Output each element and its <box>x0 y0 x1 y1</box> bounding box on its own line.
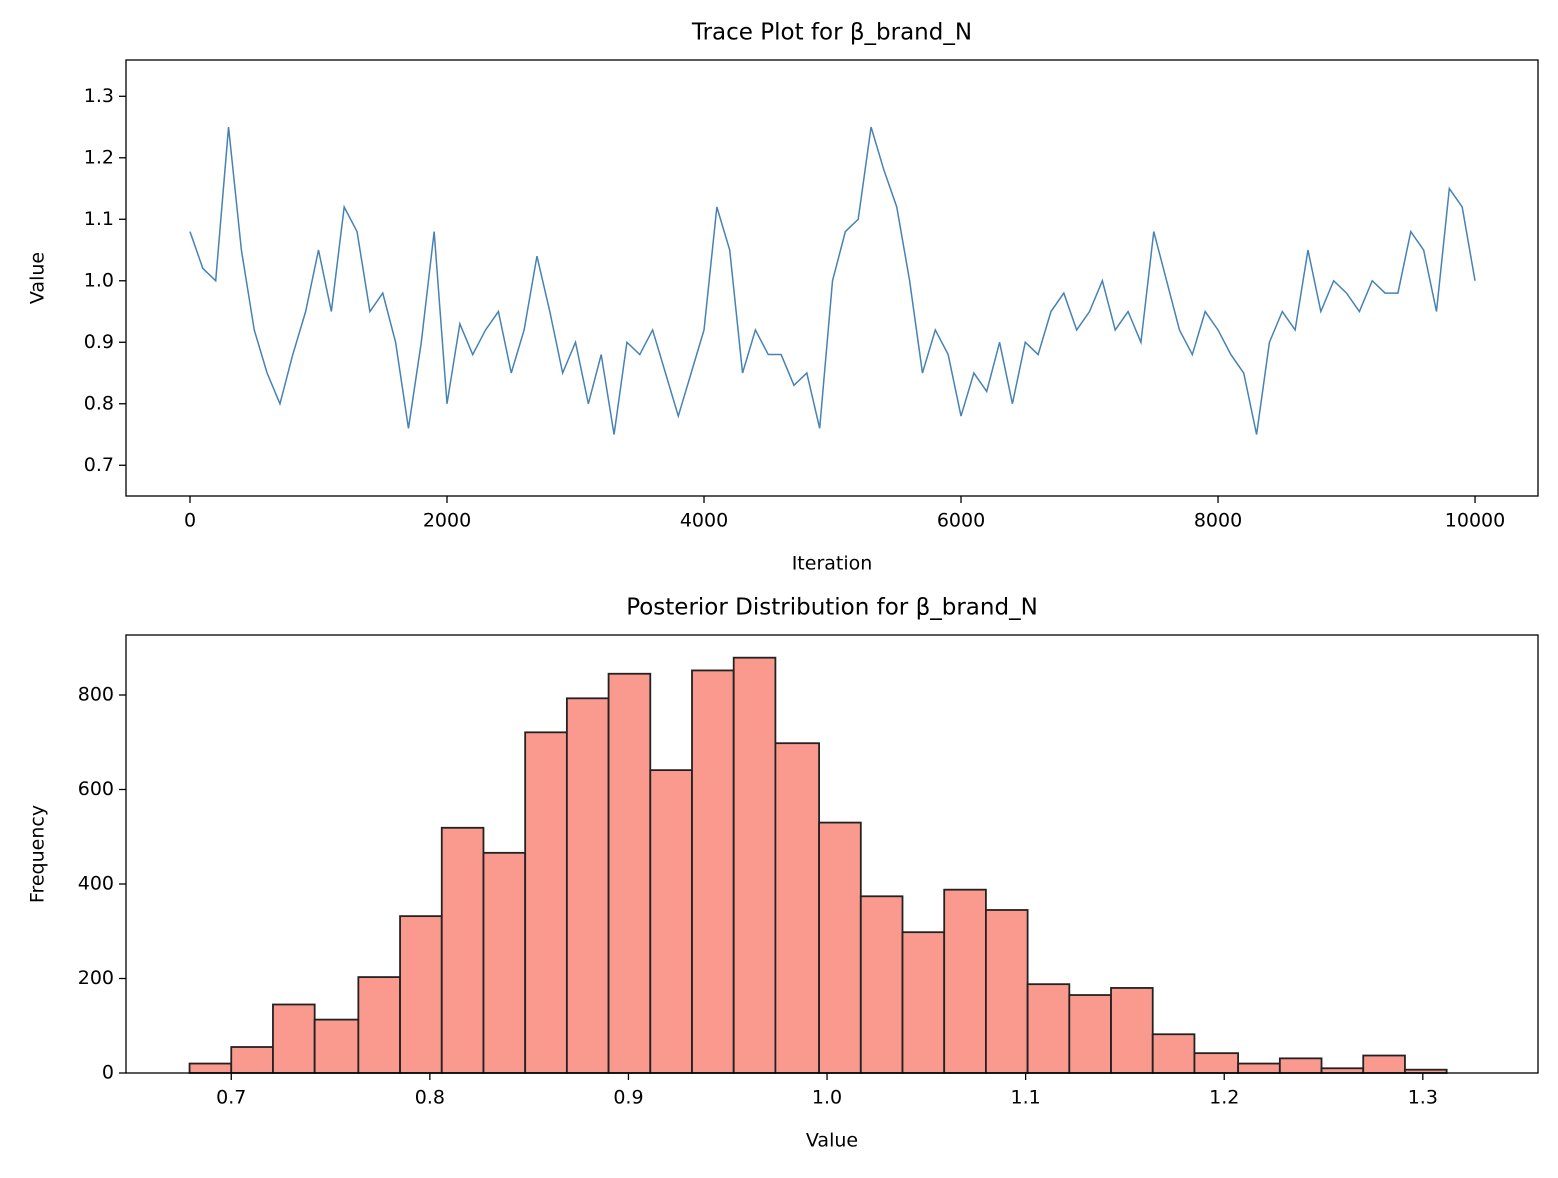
histogram-bar <box>859 895 904 1074</box>
axes-frame <box>125 634 1539 1074</box>
x-tick-label: 6000 <box>937 510 985 532</box>
histogram-bar <box>482 851 527 1074</box>
x-tick-label: 10000 <box>1445 510 1505 532</box>
x-tick-label: 1.1 <box>1011 1087 1041 1109</box>
y-tick-label: 200 <box>78 967 114 989</box>
histogram-bar <box>607 672 652 1074</box>
y-tick-label: 0.9 <box>84 331 114 353</box>
y-tick-label: 0 <box>102 1062 114 1084</box>
histogram-bar <box>1068 994 1112 1074</box>
histogram-bar <box>1151 1033 1196 1074</box>
histogram-bar <box>691 669 735 1074</box>
trace-line <box>189 126 1476 435</box>
x-tick-label: 1.3 <box>1408 1087 1438 1109</box>
histogram-bar <box>1278 1057 1323 1074</box>
x-tick-label: 0.8 <box>415 1087 445 1109</box>
histogram-bar <box>985 909 1029 1074</box>
x-tick-label: 0 <box>184 510 196 532</box>
y-tick-label: 1.1 <box>84 208 114 230</box>
x-tick-label: 2000 <box>423 510 471 532</box>
axes-frame <box>125 59 1539 497</box>
y-tick-label: 1.0 <box>84 269 114 291</box>
chart-title: Trace Plot for β_brand_N <box>691 20 972 46</box>
histogram-bar <box>1362 1054 1406 1074</box>
histogram-bar <box>1237 1062 1281 1074</box>
histogram-bar <box>774 742 820 1074</box>
x-axis-label: Value <box>806 1130 858 1152</box>
y-tick-label: 800 <box>78 684 114 706</box>
x-tick-label: 1.0 <box>812 1087 842 1109</box>
x-axis-label: Iteration <box>792 553 873 575</box>
y-tick-label: 400 <box>78 873 114 895</box>
histogram-bar <box>188 1062 233 1074</box>
histogram-bar <box>230 1046 274 1074</box>
histogram-bar <box>524 731 568 1074</box>
histogram-bar <box>1110 987 1154 1074</box>
x-tick-label: 0.9 <box>613 1087 643 1109</box>
histogram-bar <box>1026 983 1071 1074</box>
x-tick-label: 1.2 <box>1209 1087 1239 1109</box>
y-tick-label: 1.2 <box>84 146 114 168</box>
histogram-bar <box>1193 1052 1240 1074</box>
y-axis-label: Value <box>27 252 49 304</box>
y-axis-label: Frequency <box>27 805 49 903</box>
histogram-bar <box>399 915 443 1074</box>
histogram-bar <box>272 1003 316 1074</box>
y-tick-label: 600 <box>78 778 114 800</box>
x-tick-label: 4000 <box>680 510 728 532</box>
y-tick-label: 1.3 <box>84 85 114 107</box>
histogram-bar <box>732 656 777 1074</box>
histogram-bar <box>1320 1067 1365 1074</box>
histogram-bar <box>440 826 485 1074</box>
chart-title: Posterior Distribution for β_brand_N <box>626 595 1038 621</box>
histogram-bar <box>818 821 862 1074</box>
histogram-bar <box>649 769 693 1074</box>
y-tick-label: 0.8 <box>84 392 114 414</box>
x-tick-label: 8000 <box>1194 510 1242 532</box>
histogram-bar <box>901 931 946 1074</box>
x-tick-label: 0.7 <box>216 1087 246 1109</box>
histogram-bar <box>565 697 610 1074</box>
y-tick-label: 0.7 <box>84 454 114 476</box>
histogram-bar <box>357 976 401 1074</box>
histogram-bar <box>313 1018 360 1074</box>
histogram-bar <box>943 888 987 1074</box>
